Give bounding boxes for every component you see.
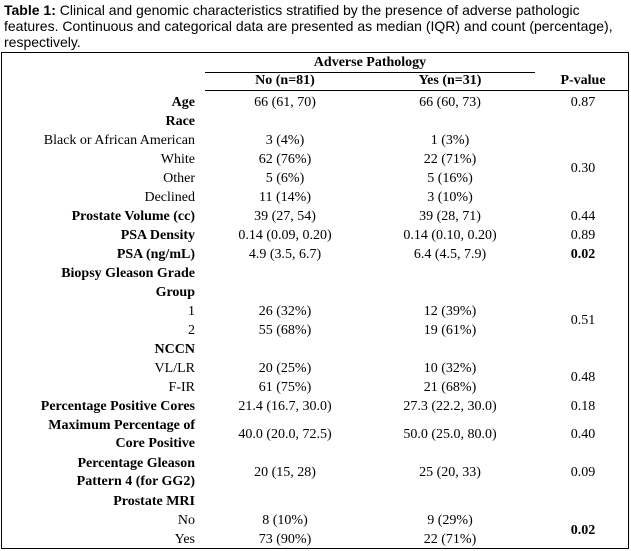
cell-pgp4-yes: 25 (20, 33) xyxy=(419,465,481,480)
cell-other-no: 5 (6%) xyxy=(265,171,305,186)
row-label-nccn: NCCN xyxy=(154,342,195,357)
cell-psad-p: 0.89 xyxy=(570,228,596,243)
table-caption: Table 1: Clinical and genomic characteri… xyxy=(4,2,628,50)
row-label-other: Other xyxy=(163,171,195,186)
cell-black-yes: 1 (3%) xyxy=(430,133,470,148)
cell-mri-p: 0.02 xyxy=(570,523,596,538)
cell-volume-p: 0.44 xyxy=(570,209,596,224)
row-label-vl-lr: VL/LR xyxy=(154,361,195,376)
row-label-pct-positive-cores: Percentage Positive Cores xyxy=(40,399,195,414)
cell-race-p: 0.30 xyxy=(570,161,596,176)
row-label-mri-no: No xyxy=(177,513,195,528)
column-header-no: No (n=81) xyxy=(255,73,315,88)
group-header: Adverse Pathology xyxy=(313,55,427,70)
group-header-rule xyxy=(205,72,535,73)
results-table xyxy=(1,52,629,549)
row-label-psa: PSA (ng/mL) xyxy=(116,247,195,262)
cell-ppc-no: 21.4 (16.7, 30.0) xyxy=(238,399,332,414)
row-label-age: Age xyxy=(171,95,195,110)
row-label-mri-yes: Yes xyxy=(174,532,195,547)
cell-gg1-no: 26 (32%) xyxy=(258,304,312,319)
cell-white-no: 62 (76%) xyxy=(258,152,312,167)
cell-declined-no: 11 (14%) xyxy=(259,190,311,205)
cell-mri-no-no: 8 (10%) xyxy=(262,513,308,528)
cell-psa-no: 4.9 (3.5, 6.7) xyxy=(248,247,322,262)
row-label-race: Race xyxy=(165,114,195,129)
row-label-psa-density: PSA Density xyxy=(120,228,195,243)
row-label-white: White xyxy=(160,152,195,167)
cell-nccn-p: 0.48 xyxy=(570,370,596,385)
row-label-f-ir: F-IR xyxy=(168,380,195,395)
cell-fir-yes: 21 (68%) xyxy=(423,380,477,395)
cell-mri-no-yes: 9 (29%) xyxy=(427,513,473,528)
cell-gg1-yes: 12 (39%) xyxy=(423,304,477,319)
row-label-pgp4-line1: Percentage Gleason xyxy=(77,456,195,471)
caption-text: Clinical and genomic characteristics str… xyxy=(4,2,613,50)
cell-vllr-no: 20 (25%) xyxy=(258,361,312,376)
row-label-gg2: 2 xyxy=(188,323,195,338)
row-label-biopsy-gleason-line1: Biopsy Gleason Grade xyxy=(61,266,195,281)
cell-age-p: 0.87 xyxy=(570,95,596,110)
cell-pgp4-p: 0.09 xyxy=(570,465,596,480)
cell-maxpct-p: 0.40 xyxy=(570,427,596,442)
cell-mri-yes-yes: 22 (71%) xyxy=(423,532,477,547)
cell-black-no: 3 (4%) xyxy=(265,133,305,148)
row-label-biopsy-gleason-line2: Group xyxy=(155,285,195,300)
cell-age-yes: 66 (60, 73) xyxy=(419,95,481,110)
column-header-rule xyxy=(205,90,628,91)
cell-ppc-yes: 27.3 (22.2, 30.0) xyxy=(403,399,497,414)
cell-age-no: 66 (61, 70) xyxy=(254,95,316,110)
cell-fir-no: 61 (75%) xyxy=(258,380,312,395)
column-header-p-value: P-value xyxy=(560,73,606,88)
cell-gg2-no: 55 (68%) xyxy=(258,323,312,338)
cell-pgp4-no: 20 (15, 28) xyxy=(254,465,316,480)
row-label-declined: Declined xyxy=(144,190,195,205)
cell-mri-yes-no: 73 (90%) xyxy=(258,532,312,547)
cell-maxpct-yes: 50.0 (25.0, 80.0) xyxy=(403,427,497,442)
caption-label: Table 1: xyxy=(4,2,56,18)
row-label-max-pct-line1: Maximum Percentage of xyxy=(48,418,195,433)
cell-maxpct-no: 40.0 (20.0, 72.5) xyxy=(238,427,332,442)
cell-psad-no: 0.14 (0.09, 0.20) xyxy=(238,228,332,243)
cell-volume-yes: 39 (28, 71) xyxy=(419,209,481,224)
cell-ppc-p: 0.18 xyxy=(570,399,596,414)
cell-volume-no: 39 (27, 54) xyxy=(254,209,316,224)
row-label-black: Black or African American xyxy=(43,133,195,148)
cell-psa-yes: 6.4 (4.5, 7.9) xyxy=(413,247,487,262)
cell-vllr-yes: 10 (32%) xyxy=(423,361,477,376)
row-label-gg1: 1 xyxy=(188,304,195,319)
cell-white-yes: 22 (71%) xyxy=(423,152,477,167)
cell-declined-yes: 3 (10%) xyxy=(427,190,473,205)
cell-gg-p: 0.51 xyxy=(570,313,596,328)
cell-other-yes: 5 (16%) xyxy=(427,171,473,186)
row-label-max-pct-line2: Core Positive xyxy=(115,436,195,451)
row-label-pgp4-line2: Pattern 4 (for GG2) xyxy=(76,474,195,489)
column-header-yes: Yes (n=31) xyxy=(418,73,482,88)
cell-psad-yes: 0.14 (0.10, 0.20) xyxy=(403,228,497,243)
row-label-prostate-mri: Prostate MRI xyxy=(113,494,195,509)
cell-psa-p: 0.02 xyxy=(570,247,596,262)
cell-gg2-yes: 19 (61%) xyxy=(423,323,477,338)
row-label-prostate-volume: Prostate Volume (cc) xyxy=(71,209,195,224)
